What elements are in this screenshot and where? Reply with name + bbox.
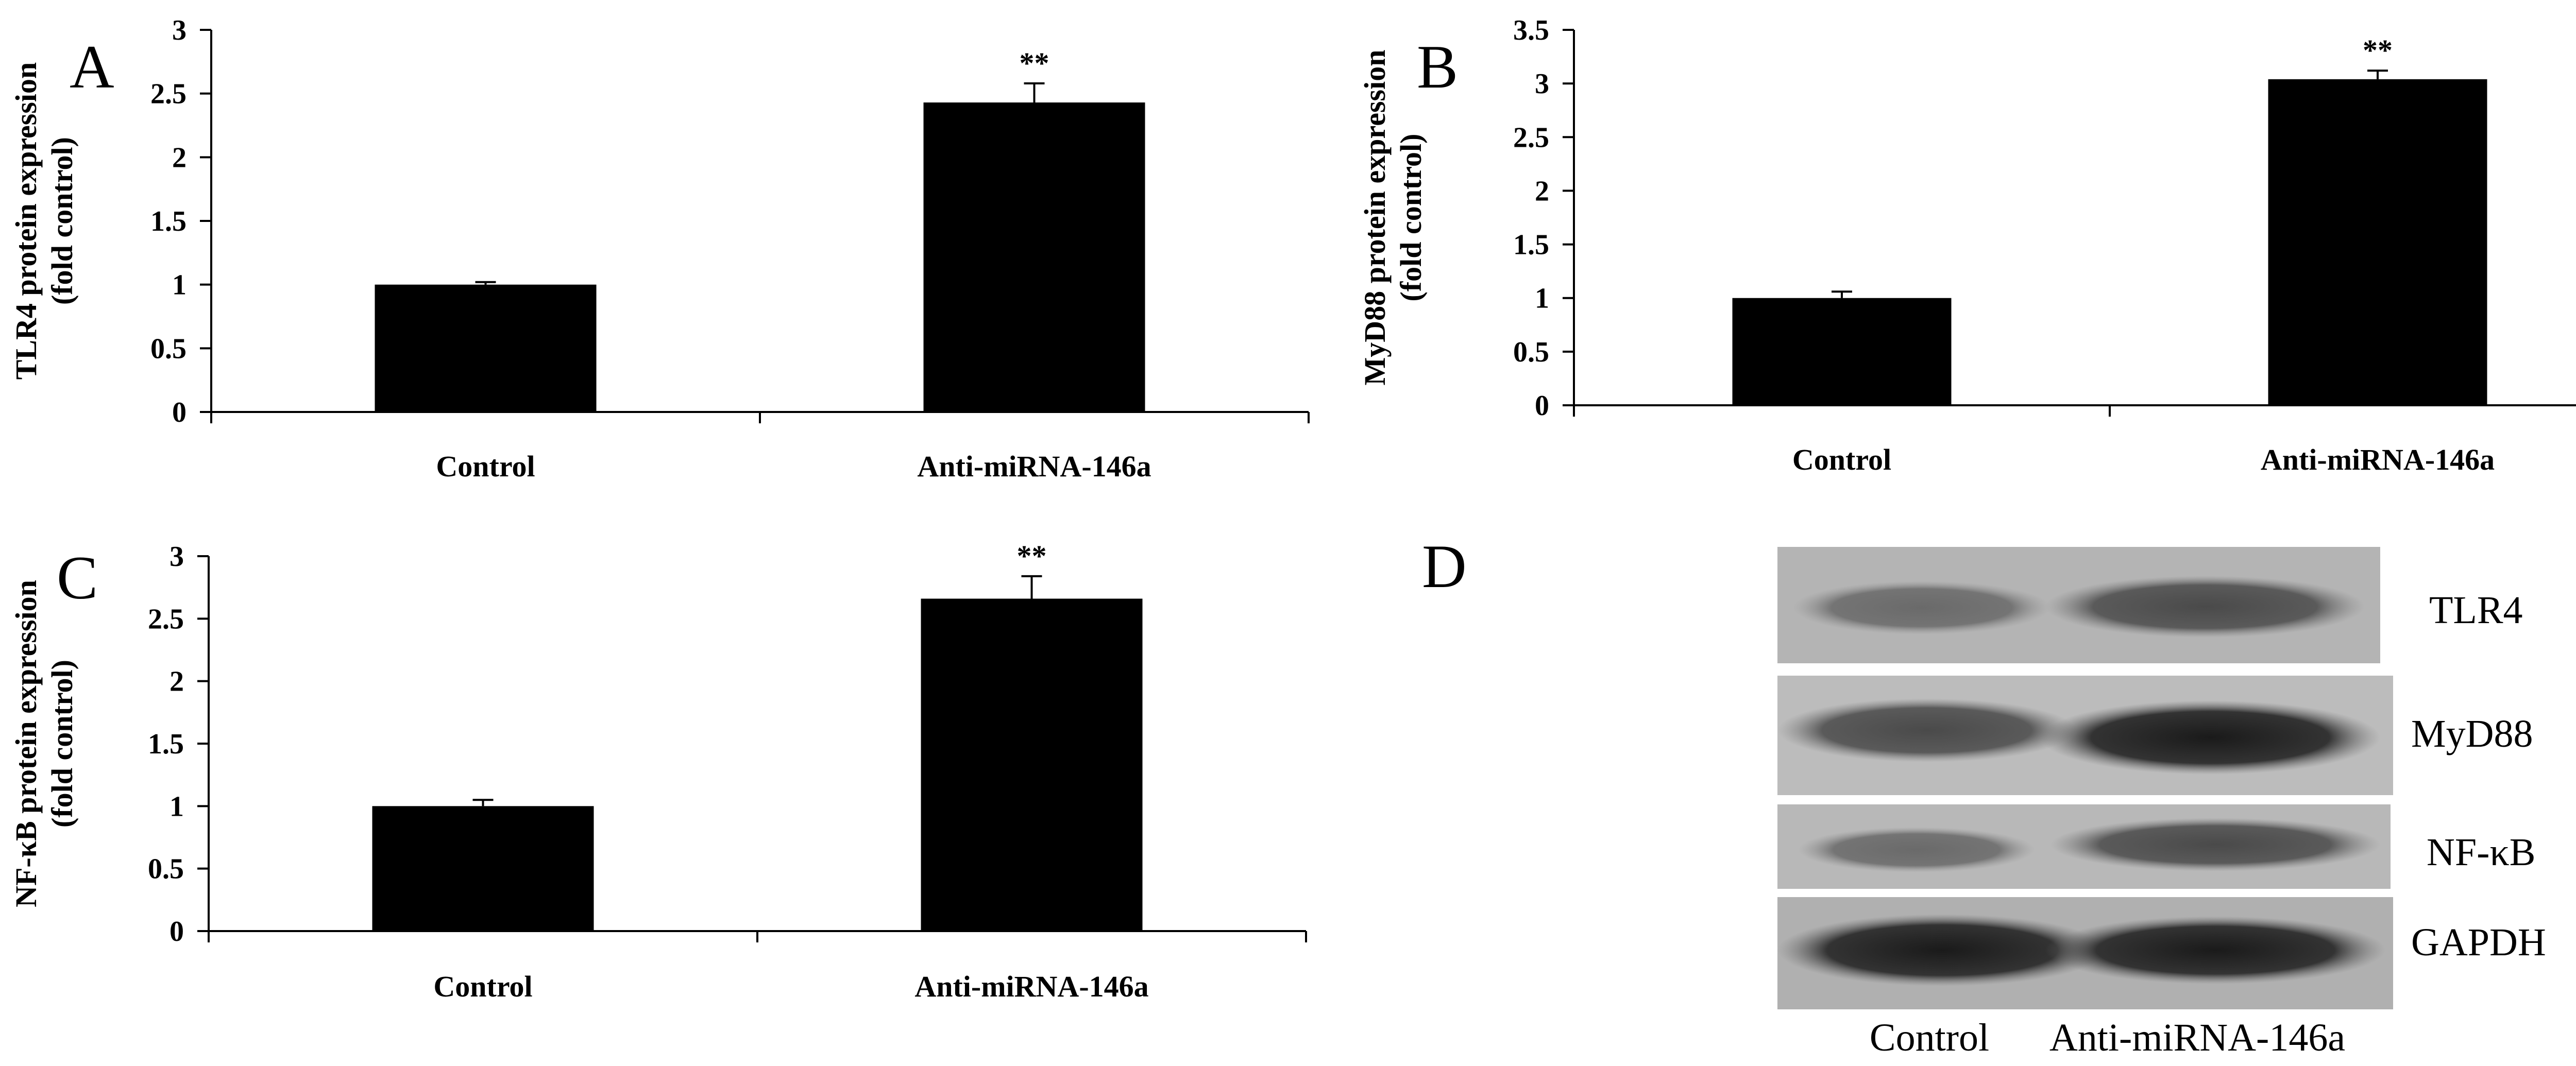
significance-mark: **	[1020, 46, 1049, 80]
chart-nfkb: 0 0.5 1 1.5 2 2.5 3 Control ** Anti-miRNA-146a NF-…	[9, 539, 1307, 1003]
y-axis-label-unit: (fold control)	[1394, 134, 1428, 302]
y-tick-label: 2	[170, 666, 184, 698]
y-tick-label: 3	[172, 14, 187, 46]
y-tick-label: 3	[170, 541, 184, 573]
bar	[1732, 298, 1952, 405]
y-tick-label: 2.5	[1513, 122, 1549, 153]
blot-label-gapdh: GAPDH	[2411, 921, 2546, 964]
y-tick-label: 2	[1535, 175, 1549, 207]
panel-label-b: B	[1417, 32, 1458, 101]
y-tick-label: 0	[172, 397, 187, 428]
y-tick-label: 3.5	[1513, 14, 1549, 46]
y-tick-label: 2	[172, 142, 187, 174]
y-tick-label: 2.5	[150, 78, 187, 110]
significance-mark: **	[2363, 33, 2393, 67]
y-tick-label: 1	[1535, 283, 1549, 315]
y-tick-label: 1.5	[1513, 229, 1549, 261]
band-nfkb-control	[1798, 827, 2035, 872]
y-tick-label: 0.5	[148, 853, 184, 885]
band-myd88-control	[1777, 698, 2076, 762]
blot-label-myd88: MyD88	[2411, 712, 2533, 755]
y-tick-label: 1	[170, 790, 184, 822]
band-tlr4-control	[1793, 581, 2050, 634]
blot-lane-control: Control	[1870, 1016, 1989, 1059]
significance-mark: **	[1017, 539, 1047, 573]
y-tick-label: 3	[1535, 68, 1549, 100]
category-label: Control	[436, 450, 535, 483]
y-axis-label: TLR4 protein expression	[9, 62, 43, 380]
band-tlr4-anti	[2045, 576, 2365, 638]
y-tick-label: 0.5	[150, 333, 187, 365]
y-tick-label: 0	[170, 916, 184, 948]
bar	[375, 284, 597, 412]
bar	[372, 806, 594, 931]
y-tick-label: 1.5	[148, 728, 184, 760]
category-label: Control	[433, 970, 532, 1003]
chart-myd88: 0 0.5 1 1.5 2 2.5 3 3.5 Control ** Anti-miRNA-146a…	[1358, 14, 2576, 476]
panel-label-a: A	[70, 32, 114, 101]
y-tick-label: 0	[1535, 390, 1549, 422]
band-gapdh-control	[1777, 914, 2107, 986]
band-myd88-anti	[2040, 700, 2380, 775]
bar	[921, 598, 1143, 931]
y-axis-label: MyD88 protein expression	[1358, 50, 1392, 386]
y-tick-label: 0.5	[1513, 336, 1549, 368]
band-nfkb-anti	[2050, 818, 2380, 871]
y-axis-label: NF-κB protein expression	[9, 580, 43, 907]
y-tick-label: 2.5	[148, 603, 184, 635]
category-label: Anti-miRNA-146a	[917, 450, 1151, 483]
y-axis-label-unit: (fold control)	[45, 137, 79, 305]
category-label: Anti-miRNA-146a	[2261, 443, 2495, 476]
blot-lane-anti: Anti-miRNA-146a	[2049, 1016, 2345, 1059]
blot-label-nfkb: NF-κB	[2427, 831, 2535, 874]
y-tick-label: 1.5	[150, 205, 187, 237]
panel-label-d: D	[1422, 532, 1467, 600]
chart-tlr4: 0 0.5 1 1.5 2 2.5 3 Control ** Anti-miRNA-146a TLR…	[9, 14, 1310, 483]
western-blot: TLR4 MyD88 NF-κB GAPDH Control Anti-miRN…	[1777, 547, 2546, 1059]
y-axis-label-unit: (fold control)	[45, 660, 79, 828]
category-label: Anti-miRNA-146a	[914, 970, 1148, 1003]
bar	[2268, 79, 2487, 406]
blot-label-tlr4: TLR4	[2429, 589, 2523, 632]
y-tick-label: 1	[172, 269, 187, 301]
category-label: Control	[1792, 443, 1891, 476]
panel-label-c: C	[57, 543, 98, 612]
bar	[923, 102, 1145, 412]
band-gapdh-anti	[2045, 916, 2385, 984]
